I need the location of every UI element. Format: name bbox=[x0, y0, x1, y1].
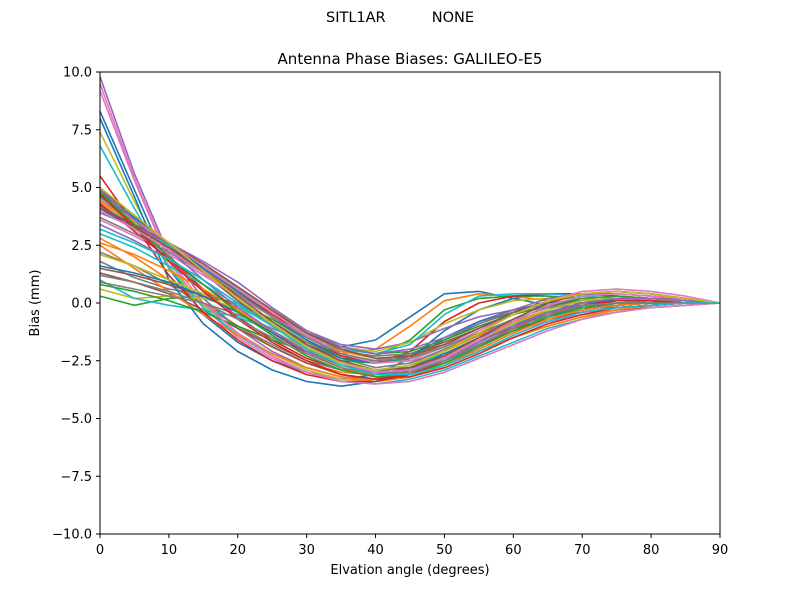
series-layer bbox=[99, 76, 721, 388]
series-line-27 bbox=[99, 83, 721, 385]
x-tick-label: 50 bbox=[436, 543, 453, 558]
suptitle-station: SITL1AR bbox=[325, 10, 386, 26]
y-axis-label: Bias (mm) bbox=[28, 270, 43, 337]
series-line-47 bbox=[99, 209, 721, 374]
y-tick-label: 10.0 bbox=[63, 66, 92, 81]
y-tick-label: −7.5 bbox=[60, 470, 92, 485]
x-axis-label: Elvation angle (degrees) bbox=[330, 563, 489, 578]
series-line-5 bbox=[99, 76, 720, 381]
y-tick-label: −5.0 bbox=[60, 412, 92, 427]
suptitle-model: NONE bbox=[431, 10, 474, 26]
chart-title: Antenna Phase Biases: GALILEO-E5 bbox=[277, 50, 543, 68]
y-axis: 10.0 7.5 5.0 2.5 0.0 −2.5 −5.0 −7.5 −10.0 bbox=[52, 66, 100, 543]
x-tick-label: 20 bbox=[230, 543, 247, 558]
x-tick-label: 90 bbox=[712, 543, 729, 558]
y-tick-label: −10.0 bbox=[52, 528, 92, 543]
x-tick-label: 60 bbox=[505, 543, 522, 558]
x-axis: 0 10 20 30 40 50 60 70 80 90 bbox=[96, 534, 728, 558]
x-tick-label: 30 bbox=[298, 543, 315, 558]
x-tick-label: 70 bbox=[574, 543, 591, 558]
y-tick-label: −2.5 bbox=[60, 354, 92, 369]
series-line-50 bbox=[99, 228, 720, 376]
x-tick-label: 10 bbox=[161, 543, 178, 558]
series-line-21 bbox=[99, 117, 720, 388]
series-line-48 bbox=[99, 274, 720, 376]
y-tick-label: 2.5 bbox=[71, 239, 92, 254]
series-line-49 bbox=[99, 186, 721, 371]
series-line-7 bbox=[99, 90, 720, 381]
x-tick-label: 80 bbox=[643, 543, 660, 558]
y-tick-label: 7.5 bbox=[71, 123, 92, 138]
x-tick-label: 40 bbox=[367, 543, 384, 558]
y-tick-label: 0.0 bbox=[71, 297, 92, 312]
figure-suptitle: SITL1AR NONE bbox=[0, 10, 800, 26]
series-line-37 bbox=[99, 198, 721, 364]
x-tick-label: 0 bbox=[96, 543, 104, 558]
y-tick-label: 5.0 bbox=[71, 181, 92, 196]
